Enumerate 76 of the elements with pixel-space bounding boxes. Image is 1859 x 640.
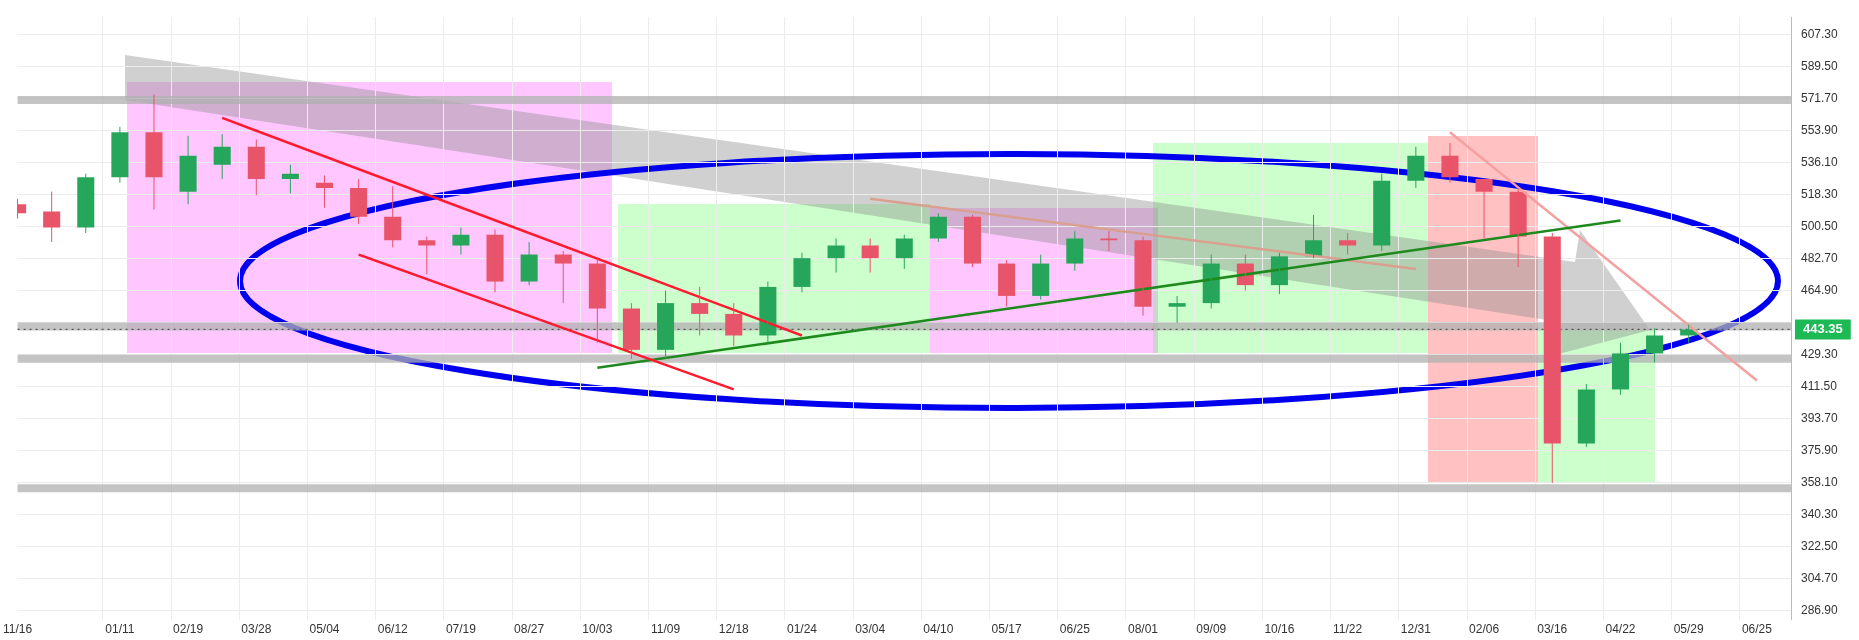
x-tick-label: 02/06	[1469, 622, 1500, 637]
ref-line-label: 443.35	[1803, 321, 1843, 337]
candlestick	[1339, 232, 1357, 256]
x-tick-label: 04/22	[1605, 622, 1636, 637]
y-tick-label: 358.10	[1801, 475, 1839, 490]
y-tick-label: 482.70	[1801, 251, 1839, 266]
candlestick	[588, 257, 606, 344]
candlestick	[145, 94, 163, 211]
candlestick	[963, 214, 982, 268]
y-tick-label: 340.30	[1801, 507, 1839, 522]
x-tick-label: 05/04	[309, 622, 340, 637]
y-tick-label: 286.90	[1801, 603, 1839, 618]
y-tick-label: 553.90	[1801, 122, 1839, 137]
candlestick	[998, 259, 1016, 308]
candlestick	[1577, 383, 1595, 448]
candlestick	[657, 290, 675, 360]
candlestick	[350, 178, 368, 225]
x-tick-label: 07/19	[445, 622, 477, 637]
y-tick-label: 518.30	[1801, 187, 1839, 201]
candlestick	[213, 133, 231, 180]
candlestick	[1475, 178, 1493, 239]
y-tick-label: 589.50	[1801, 58, 1839, 73]
candlestick	[384, 185, 402, 248]
y-tick-label: 500.50	[1801, 219, 1839, 233]
x-tick-label: 01/11	[105, 622, 135, 637]
candlestick	[43, 191, 61, 243]
x-tick-label: 05/17	[991, 622, 1022, 637]
candlestick	[1611, 342, 1629, 396]
x-tick-label: 12/18	[718, 622, 750, 637]
candlestick	[1543, 232, 1561, 484]
x-tick-label: 05/29	[1673, 622, 1705, 637]
x-tick-label: 11/09	[650, 622, 681, 637]
y-tick-label: 411.50	[1801, 379, 1838, 394]
candlestick	[691, 286, 709, 336]
x-tick-label: 09/09	[1196, 622, 1227, 637]
candlestick	[1373, 173, 1391, 252]
candlestick	[554, 250, 572, 304]
candlestick	[1066, 230, 1084, 272]
candlestick	[418, 236, 436, 275]
y-tick-label: 464.90	[1801, 283, 1839, 298]
y-tick-label: 322.50	[1801, 539, 1839, 554]
x-tick-label: 06/12	[377, 622, 409, 637]
x-tick-label: 01/24	[786, 622, 818, 637]
candlestick	[1032, 254, 1050, 301]
x-tick-label: 03/28	[241, 622, 272, 637]
x-tick-label: 10/16	[1264, 622, 1295, 637]
x-tick-label: 02/19	[173, 622, 204, 637]
x-tick-label: 11/16	[3, 622, 33, 637]
y-tick-label: 393.70	[1801, 411, 1839, 426]
x-tick-label: 08/27	[514, 622, 545, 637]
candlestick	[895, 234, 913, 270]
candlestick	[77, 173, 95, 234]
x-tick-label: 06/25	[1741, 622, 1773, 637]
candlestick	[1168, 295, 1186, 324]
y-tick-label: 375.90	[1801, 443, 1839, 458]
y-tick-label: 536.10	[1801, 154, 1839, 169]
candlestick	[622, 302, 640, 360]
candlestick	[452, 227, 470, 256]
x-tick-label: 06/25	[1059, 622, 1091, 637]
candlestick	[725, 302, 743, 347]
candlestick	[929, 212, 947, 243]
candlestick	[1134, 236, 1152, 317]
x-tick-label: 03/04	[855, 622, 886, 637]
y-tick-label: 607.30	[1801, 26, 1839, 41]
candlestick	[1100, 230, 1118, 252]
x-tick-label: 11/22	[1333, 622, 1363, 637]
y-tick-label: 304.70	[1801, 571, 1839, 586]
x-tick-label: 08/01	[1128, 622, 1159, 637]
x-tick-label: 03/16	[1537, 622, 1568, 637]
x-tick-label: 04/10	[923, 622, 954, 637]
x-tick-label: 12/31	[1400, 622, 1432, 637]
candlestick	[247, 138, 265, 196]
y-tick-label: 429.30	[1801, 347, 1839, 362]
candlestick	[1646, 327, 1664, 363]
y-tick-label: 571.70	[1801, 90, 1839, 105]
x-tick-label: 10/03	[582, 622, 613, 637]
